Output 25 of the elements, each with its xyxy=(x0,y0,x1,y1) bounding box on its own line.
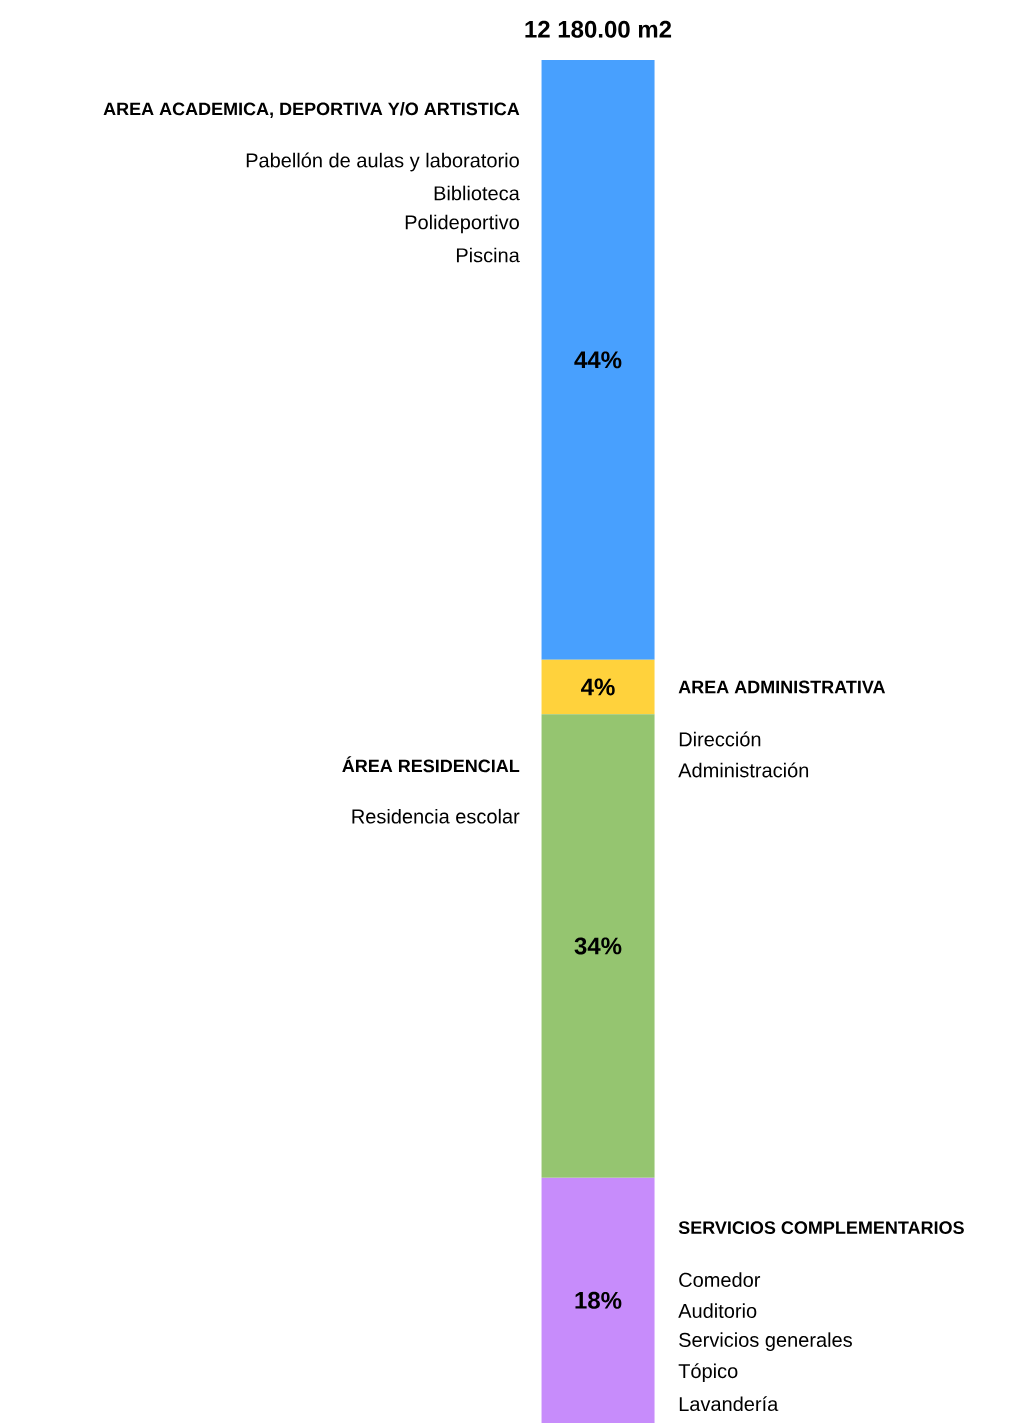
text: Residencia escolar xyxy=(352,808,520,824)
text: Comedor xyxy=(679,1272,761,1287)
text: Administración xyxy=(678,762,809,778)
series-label: ÁREA RESIDENCIAL xyxy=(342,756,520,773)
series-label: SERVICIOS COMPLEMENTARIOS xyxy=(678,1221,964,1235)
series-label: AREA ADMINISTRATIVA xyxy=(678,680,886,694)
text: Biblioteca xyxy=(434,185,520,201)
text: Polideportivo xyxy=(405,214,519,234)
bar xyxy=(541,714,655,1178)
data-label: 18% xyxy=(575,1291,622,1309)
text: Piscina xyxy=(456,247,520,263)
bar xyxy=(541,1177,655,1423)
chart-title: 12 180.00 m2 xyxy=(525,20,672,38)
data-label: 34% xyxy=(574,937,622,955)
data-label: 44% xyxy=(574,351,622,369)
text: Lavandería xyxy=(679,1396,779,1412)
data-label: 4% xyxy=(581,678,615,696)
text: Dirección xyxy=(679,731,761,747)
bar xyxy=(541,59,655,660)
bar xyxy=(541,659,655,715)
text: Tópico xyxy=(678,1363,738,1383)
text: Servicios generales xyxy=(679,1332,852,1351)
text: Pabellón de aulas y laboratorio xyxy=(246,152,519,172)
text: Auditorio xyxy=(678,1303,757,1318)
series-label: AREA ACADEMICA, DEPORTIVA Y/O ARTISTICA xyxy=(103,102,520,118)
